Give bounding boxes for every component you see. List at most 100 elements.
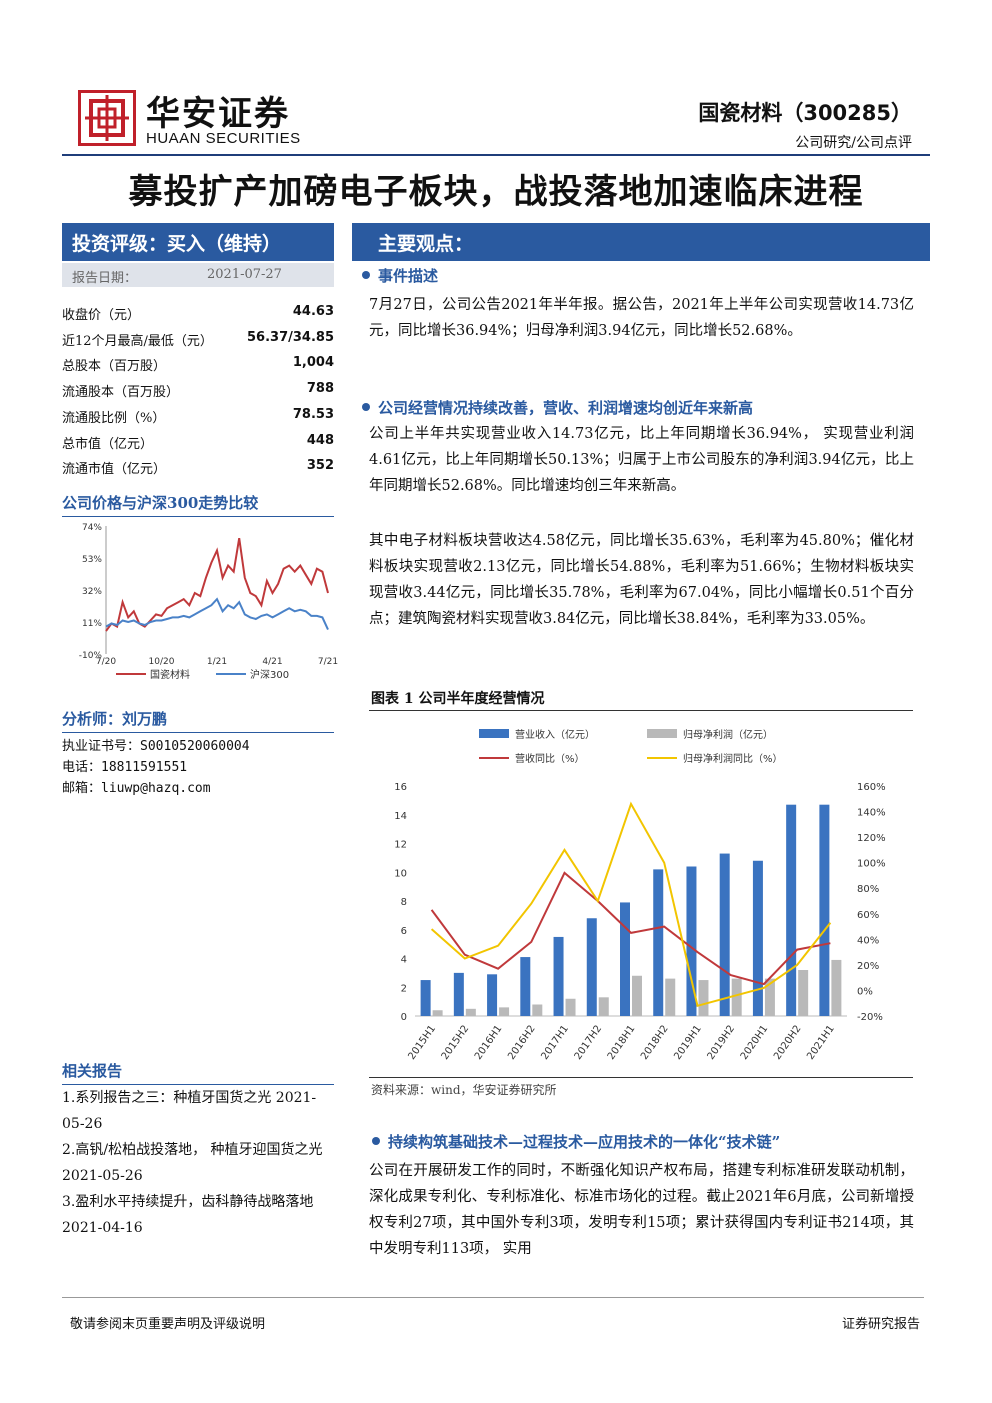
x-tick-label: 2017H1 [539,1023,571,1062]
analyst-email: 邮箱：liuwp@hazq.com [62,781,211,796]
logo-mark [78,90,136,146]
net-profit-bar [764,978,775,1016]
net-profit-bar [731,978,742,1016]
bullet-icon [362,271,370,279]
legend-label: 归母净利润同比（%） [683,752,783,765]
tech-paragraph: 公司在开展研发工作的同时，不断强化知识产权布局，搭建专利标准研发联动机制，深化成… [369,1158,914,1262]
x-tick-label: 2018H1 [606,1023,638,1062]
business-chart: 营业收入（亿元） 归母净利润（亿元） 营收同比（%） 归母净利润同比（%） 0 2 4 6 8 1… [394,728,886,1062]
stat-row: 总股本（百万股） 1,004 [62,355,334,377]
y-tick-left: 0 [401,1012,407,1023]
net-profit-bar [831,959,842,1016]
event-paragraph: 7月27日，公司公告2021年半年报。据公告，2021年上半年公司实现营收14.… [369,292,914,344]
stat-row: 流通市值（亿元） 352 [62,458,334,480]
stock-name: 国瓷材料（300285） [698,101,912,125]
y-tick-left: 10 [394,868,407,879]
analyst-title: 分析师：刘万鹏 [62,708,334,733]
bullet-icon [372,1137,380,1145]
section-tech-chain: 持续构筑基础技术—过程技术—应用技术的一体化“技术链” [372,1131,780,1152]
stat-label: 收盘价（元） [62,308,141,323]
net-profit-bar [665,978,676,1016]
revenue-bar [520,957,531,1016]
stat-value: 44.63 [292,304,334,319]
stat-row: 总市值（亿元） 448 [62,433,334,455]
logo-icon [85,95,129,141]
figure-title: 图表 1 公司半年度经营情况 [371,691,545,707]
section-operations: 公司经营情况持续改善，营收、利润增速均创近年来新高 [362,397,753,418]
y-tick-right: 0% [857,986,873,997]
x-tick-label: 2020H1 [739,1023,771,1062]
x-tick-label: 2020H2 [772,1023,804,1062]
net-profit-bar [632,975,642,1016]
legend-label: 国瓷材料 [150,668,190,681]
y-tick: 32% [82,587,102,597]
stat-value: 1,004 [292,355,334,370]
net-profit-bar [565,998,576,1016]
x-tick-label: 2015H2 [440,1023,472,1062]
legend-label: 归母净利润（亿元） [683,728,773,741]
net-profit-bar [432,1010,443,1016]
report-date-value: 2021-07-27 [207,267,282,282]
revenue-bar [653,869,664,1016]
y-tick-left: 4 [401,955,407,966]
stat-label: 总市值（亿元） [62,437,154,452]
stat-row: 流通股比例（%） 78.53 [62,407,334,429]
net-profit-bar [532,1004,543,1016]
page-title: 募投扩产加磅电子板块，战投落地加速临床进程 [128,172,864,212]
related-report[interactable]: 3.盈利水平持续提升，齿科静待战略落地 2021-04-16 [62,1194,314,1236]
x-tick: 10/20 [149,657,175,667]
operations-paragraph-1: 公司上半年共实现营业收入14.73亿元，比上年同期增长36.94%， 实现营业利… [369,421,914,499]
y-tick: 53% [82,555,102,565]
y-tick: -10% [79,651,103,661]
y-tick-left: 16 [394,782,407,793]
revenue-bar [420,980,431,1016]
revenue-bar [786,804,797,1016]
related-title: 相关报告 [62,1060,334,1085]
related-report[interactable]: 2.高钒/松柏战投落地， 种植牙迎国货之光 2021-05-26 [62,1142,323,1184]
paragraph-text: 7月27日，公司公告2021年半年报。据公告，2021年上半年公司实现营收14.… [369,297,914,339]
section-title: 事件描述 [378,267,439,285]
paragraph-text: 公司在开展研发工作的同时，不断强化知识产权布局，搭建专利标准研发联动机制，深化成… [369,1163,914,1257]
revenue-bar [586,918,597,1016]
y-tick: 74% [82,523,102,533]
y-tick-right: 40% [857,935,879,946]
price-chart: -10% 11% 32% 53% 74% 7/20 10/20 1/21 4/21 7/21 国瓷材… [79,523,338,681]
revenue-bar [553,936,564,1016]
y-tick-left: 8 [401,897,407,908]
y-tick-right: -20% [857,1012,883,1023]
stat-label: 流通股比例（%） [62,411,166,426]
main-heading: 主要观点： [352,223,930,261]
y-tick-right: 160% [857,782,886,793]
x-tick-label: 2021H1 [805,1023,837,1062]
operations-paragraph-2: 其中电子材料板块营收达4.58亿元，同比增长35.63%，毛利率为45.80%；… [369,528,914,632]
y-tick-right: 80% [857,884,879,895]
revenue-bar [620,902,630,1016]
report-category: 公司研究/公司点评 [795,135,912,151]
stat-label: 流通市值（亿元） [62,462,167,477]
y-tick-left: 12 [394,840,407,851]
footer-divider [62,1297,924,1298]
x-tick-label: 2018H2 [639,1023,671,1062]
y-tick-right: 100% [857,859,886,870]
stat-value: 78.53 [292,407,334,422]
section-event: 事件描述 [362,265,438,286]
revenue-bar [752,860,763,1016]
analyst-cert: 执业证书号：S0010520060004 [62,739,250,754]
y-tick-right: 20% [857,961,879,972]
y-tick-right: 60% [857,910,879,921]
net-profit-bar [598,997,609,1016]
legend-label: 沪深300 [250,668,289,681]
related-report[interactable]: 1.系列报告之三：种植牙国货之光 2021-05-26 [62,1090,317,1132]
x-tick-label: 2015H1 [406,1023,438,1062]
section-title: 持续构筑基础技术—过程技术—应用技术的一体化“技术链” [388,1133,781,1151]
report-date-label: 报告日期： [72,271,138,286]
revenue-bar [719,853,730,1016]
analyst-phone: 电话：18811591551 [62,760,188,775]
revenue-bar [487,974,498,1016]
index-line [105,597,329,631]
rating-bar: 投资评级：买入（维持） [62,223,334,261]
stat-row: 收盘价（元） 44.63 [62,304,334,326]
legend-swatch [479,729,509,738]
y-tick-right: 140% [857,808,886,819]
stat-value: 788 [306,381,334,396]
